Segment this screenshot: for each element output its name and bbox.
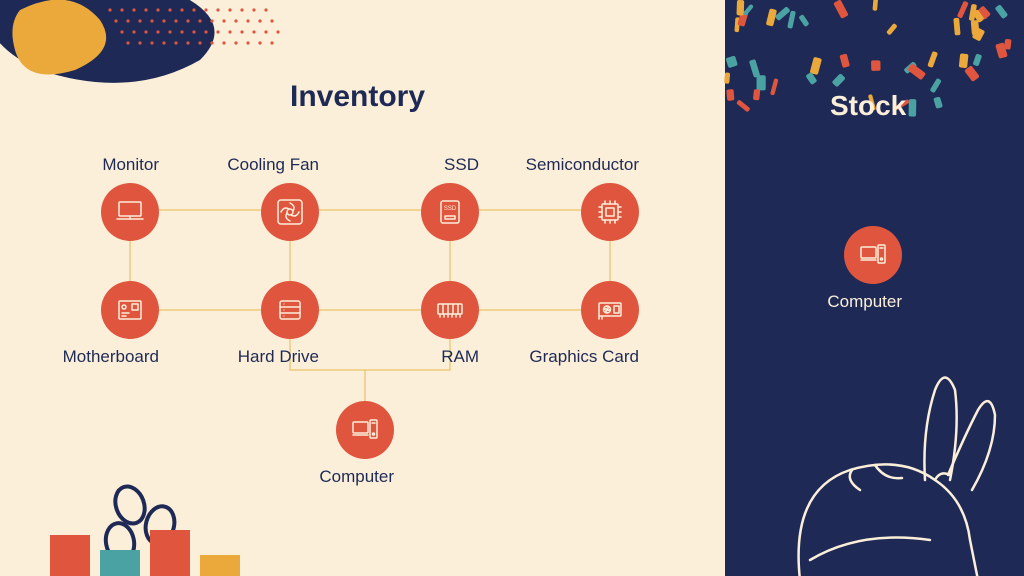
ram-icon bbox=[421, 281, 479, 339]
node-coolingfan: Cooling Fan bbox=[261, 155, 319, 241]
node-label: RAM bbox=[441, 347, 479, 367]
computer-icon bbox=[336, 401, 394, 459]
computer-icon bbox=[844, 226, 902, 284]
node-motherboard: Motherboard bbox=[101, 281, 159, 367]
svg-text:SSD: SSD bbox=[444, 206, 457, 212]
ssd-icon: SSD bbox=[421, 183, 479, 241]
node-ram: RAM bbox=[421, 281, 479, 367]
fan-icon bbox=[261, 183, 319, 241]
monitor-icon bbox=[101, 183, 159, 241]
node-harddrive: Hard Drive bbox=[261, 281, 319, 367]
gpu-icon bbox=[581, 281, 639, 339]
node-graphicscard: Graphics Card bbox=[581, 281, 639, 367]
hdd-icon bbox=[261, 281, 319, 339]
node-label: Hard Drive bbox=[238, 347, 319, 367]
node-label: Computer bbox=[319, 467, 394, 487]
node-label: Computer bbox=[827, 292, 902, 312]
node-semiconductor: Semiconductor bbox=[581, 155, 639, 241]
inventory-title: Inventory bbox=[290, 80, 425, 114]
node-monitor: Monitor bbox=[101, 155, 159, 241]
node-label: Monitor bbox=[102, 155, 159, 175]
node-label: Semiconductor bbox=[526, 155, 639, 175]
stock-title: Stock bbox=[830, 90, 906, 122]
node-label: SSD bbox=[444, 155, 479, 175]
node-computer-stock: Computer bbox=[844, 226, 902, 312]
chip-icon bbox=[581, 183, 639, 241]
node-ssd: SSD SSD bbox=[421, 155, 479, 241]
canvas: Inventory Stock MonitorCooling FanSSDSSD… bbox=[0, 0, 1024, 576]
node-computer-inv: Computer bbox=[336, 401, 394, 487]
board-icon bbox=[101, 281, 159, 339]
node-label: Motherboard bbox=[63, 347, 159, 367]
node-label: Cooling Fan bbox=[227, 155, 319, 175]
node-label: Graphics Card bbox=[529, 347, 639, 367]
